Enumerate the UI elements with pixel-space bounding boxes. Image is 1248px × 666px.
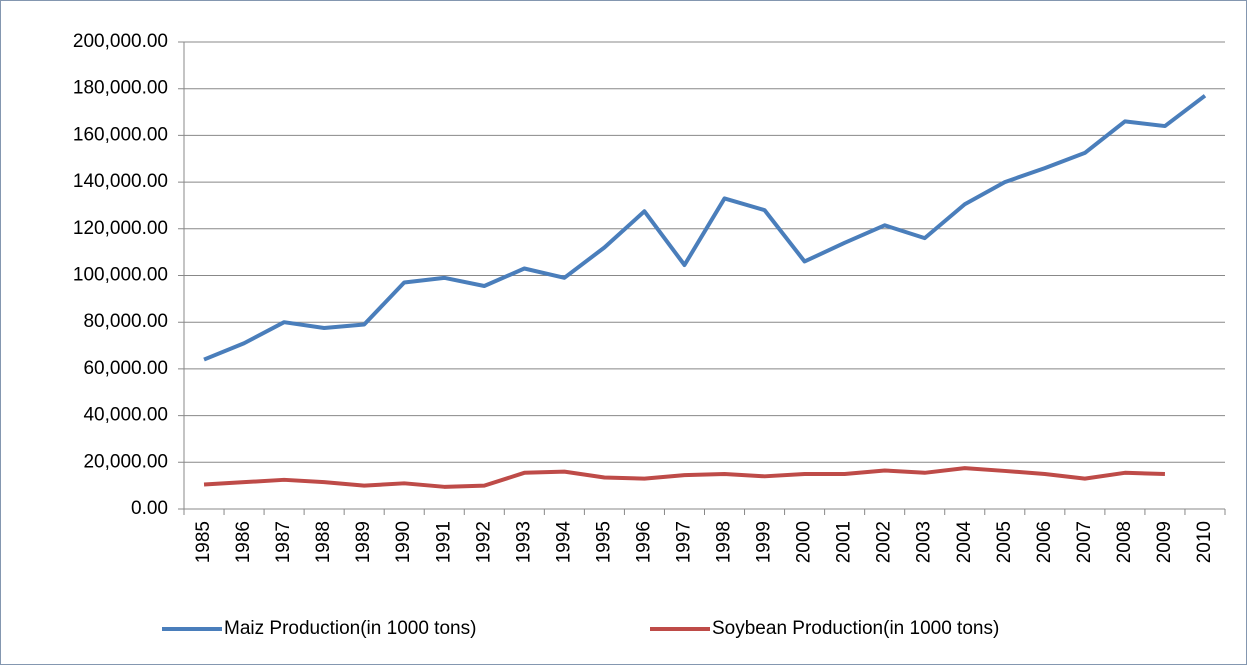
x-tick-label: 2001 — [834, 521, 855, 563]
x-tick-label: 2010 — [1194, 521, 1215, 563]
y-tick-label: 100,000.00 — [73, 265, 168, 286]
x-tick-label: 1989 — [353, 521, 374, 563]
x-tick-label: 1988 — [313, 521, 334, 563]
x-tick-label: 2004 — [954, 521, 975, 564]
y-tick-label: 20,000.00 — [83, 451, 168, 472]
y-tick-label: 60,000.00 — [83, 358, 168, 379]
y-tick-label: 180,000.00 — [73, 78, 168, 99]
x-tick-label: 1985 — [193, 521, 214, 563]
x-tick-label: 1997 — [673, 521, 694, 563]
y-tick-label: 120,000.00 — [73, 218, 168, 239]
x-tick-label: 1986 — [233, 521, 254, 563]
legend-label: Maiz Production(in 1000 tons) — [224, 618, 476, 639]
y-tick-label: 140,000.00 — [73, 171, 168, 192]
x-tick-label: 2008 — [1114, 521, 1135, 563]
x-tick-label: 1992 — [473, 521, 494, 563]
x-tick-label: 2005 — [994, 521, 1015, 563]
x-tick-label: 2003 — [914, 521, 935, 563]
x-tick-label: 1993 — [513, 521, 534, 563]
x-tick-label: 1990 — [393, 521, 414, 563]
legend-label: Soybean Production(in 1000 tons) — [712, 618, 999, 639]
x-tick-label: 1991 — [433, 521, 454, 563]
x-tick-label: 1999 — [754, 521, 775, 563]
series-line — [203, 94, 1207, 362]
y-tick-label: 0.00 — [131, 498, 168, 519]
y-tick-label: 80,000.00 — [83, 311, 168, 332]
y-tick-label: 40,000.00 — [83, 405, 168, 426]
x-tick-label: 1996 — [633, 521, 654, 563]
x-tick-label: 2006 — [1034, 521, 1055, 563]
y-tick-label: 160,000.00 — [73, 124, 168, 145]
series-line — [203, 466, 1165, 489]
x-tick-label: 2000 — [794, 521, 815, 563]
y-tick-label: 200,000.00 — [73, 31, 168, 52]
x-tick-label: 1987 — [273, 521, 294, 563]
x-tick-label: 2002 — [874, 521, 895, 563]
x-tick-label: 1994 — [553, 521, 574, 564]
x-tick-label: 1995 — [593, 521, 614, 563]
x-tick-label: 1998 — [714, 521, 735, 563]
x-tick-label: 2007 — [1074, 521, 1095, 563]
x-tick-label: 2009 — [1154, 521, 1175, 563]
